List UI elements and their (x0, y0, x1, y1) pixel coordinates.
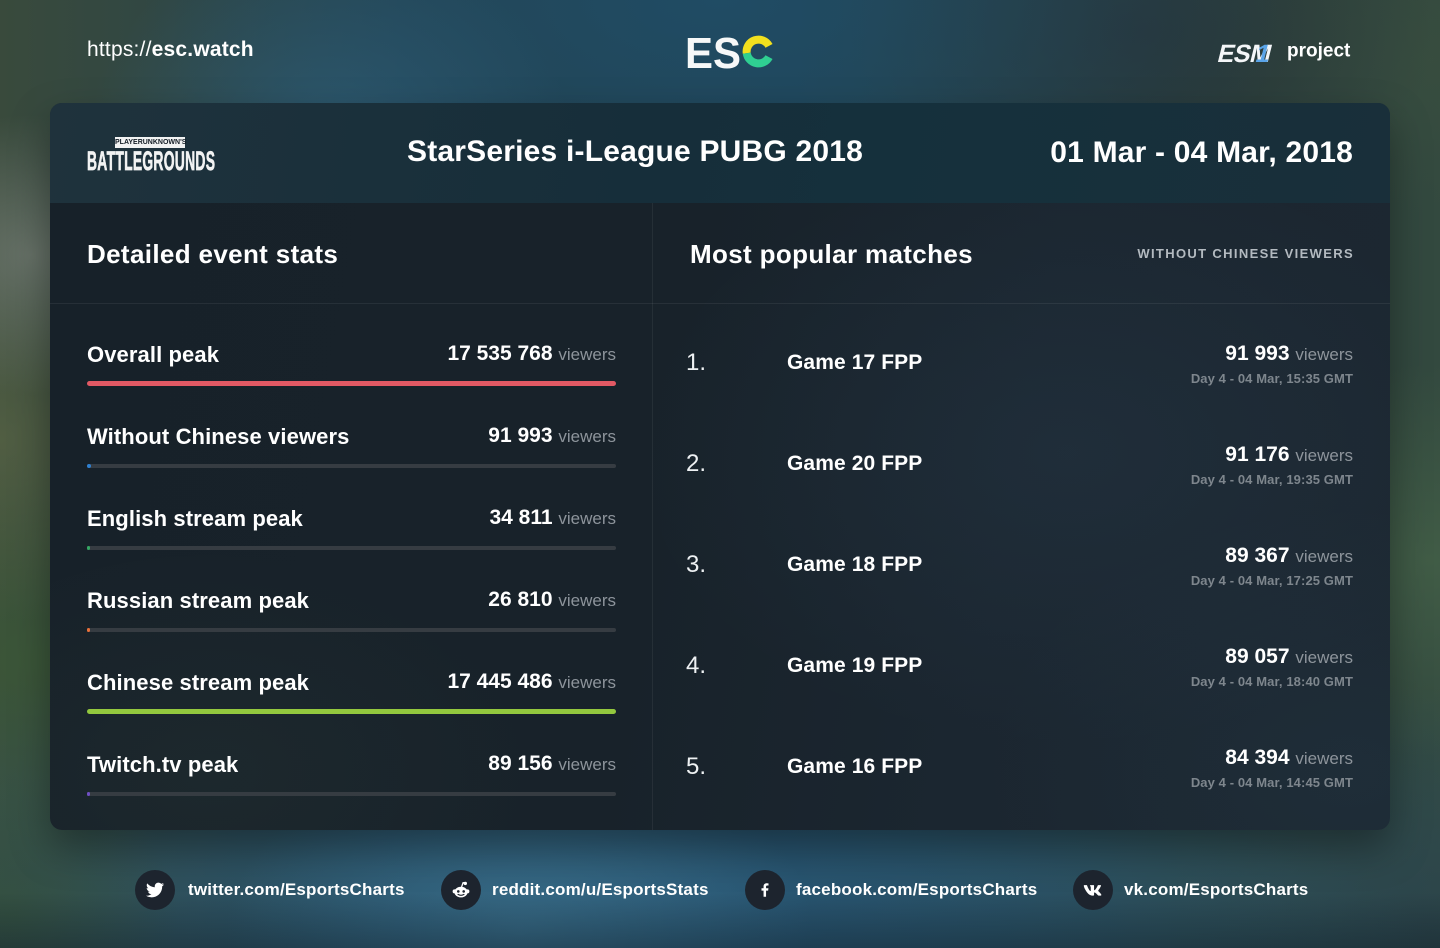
svg-text:ES: ES (687, 35, 741, 69)
svg-text:ESM: ESM (1215, 40, 1275, 67)
svg-text:1: 1 (1253, 40, 1274, 67)
svg-text:project: project (1287, 41, 1351, 62)
